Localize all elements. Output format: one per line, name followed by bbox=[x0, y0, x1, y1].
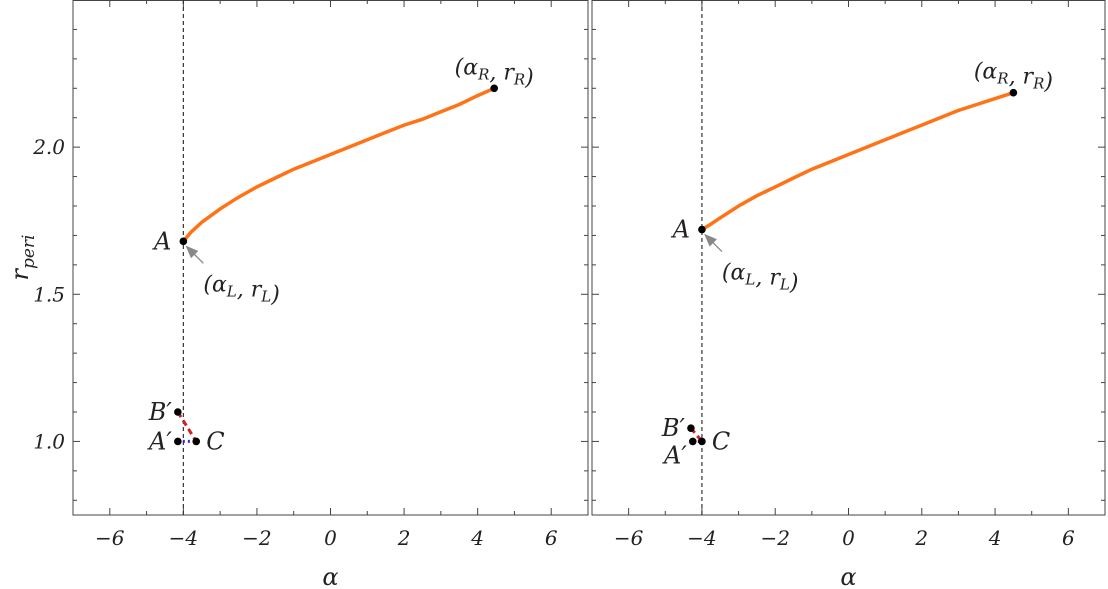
point-A bbox=[698, 225, 706, 234]
point-label-A-prime: A′ bbox=[662, 441, 687, 469]
x-tick-label: −4 bbox=[169, 526, 198, 550]
x-tick-label: 0 bbox=[324, 526, 337, 550]
x-tick-label: 2 bbox=[397, 526, 411, 550]
x-axis-title: α bbox=[840, 563, 856, 589]
point-A-prime bbox=[688, 437, 697, 446]
chart-panel-2: −6 −4 −2 0 2 4 6 α A (αR, rR) B′A′ C (αL, rL) bbox=[591, 0, 1106, 589]
point-label-B-prime: B′ bbox=[148, 398, 173, 426]
point-label-A: A bbox=[152, 227, 171, 255]
x-tick-label: 4 bbox=[988, 526, 1002, 550]
point-C bbox=[698, 437, 706, 446]
annotation-label-L: (αL, rL) bbox=[203, 272, 280, 307]
x-tick-label: 6 bbox=[545, 526, 558, 550]
point-label-R: (αR, rR) bbox=[974, 60, 1053, 95]
x-tick-label: 2 bbox=[914, 526, 928, 550]
orange-curve bbox=[700, 90, 1016, 232]
point-label-A: A bbox=[671, 216, 690, 244]
point-label-C: C bbox=[712, 427, 730, 455]
point-C bbox=[192, 437, 201, 446]
point-A-prime bbox=[174, 437, 182, 446]
y-tick-label: 2.0 bbox=[32, 135, 65, 159]
point-R bbox=[1009, 88, 1018, 97]
point-label-R: (αR, rR) bbox=[455, 55, 534, 90]
x-axis-title: α bbox=[322, 563, 338, 589]
point-A bbox=[179, 237, 188, 246]
x-tick-label: 4 bbox=[470, 526, 484, 550]
x-tick-label: −6 bbox=[614, 526, 644, 550]
point-B-prime bbox=[687, 424, 695, 432]
point-B-prime bbox=[174, 408, 182, 416]
annotation-arrow bbox=[704, 233, 723, 253]
x-tick-label: −6 bbox=[95, 526, 125, 550]
point-label-C: C bbox=[206, 427, 224, 455]
annotation-label-L: (αL, rL) bbox=[722, 261, 799, 296]
point-label-A-prime: A′ bbox=[147, 427, 172, 455]
point-R bbox=[490, 84, 498, 93]
x-tick-label: −2 bbox=[760, 526, 789, 550]
y-tick-label: 1.5 bbox=[33, 282, 65, 306]
x-tick-label: −2 bbox=[242, 526, 271, 550]
point-label-B-prime: B′ bbox=[661, 414, 686, 442]
x-tick-label: 0 bbox=[842, 526, 855, 550]
y-axis-title: rperi bbox=[6, 235, 39, 281]
annotation-arrow bbox=[185, 245, 204, 264]
red-dashed-segment bbox=[176, 411, 198, 443]
orange-curve bbox=[181, 86, 496, 244]
x-tick-label: 6 bbox=[1062, 526, 1075, 550]
y-tick-label: 1.0 bbox=[33, 429, 65, 453]
chart-panel-1: −6 −4 −2 0 2 4 6 1.0 1.5 2.0 α rperi A (αR, rR) B′A′ C (… bbox=[6, 0, 589, 589]
x-tick-label: −4 bbox=[687, 526, 716, 550]
